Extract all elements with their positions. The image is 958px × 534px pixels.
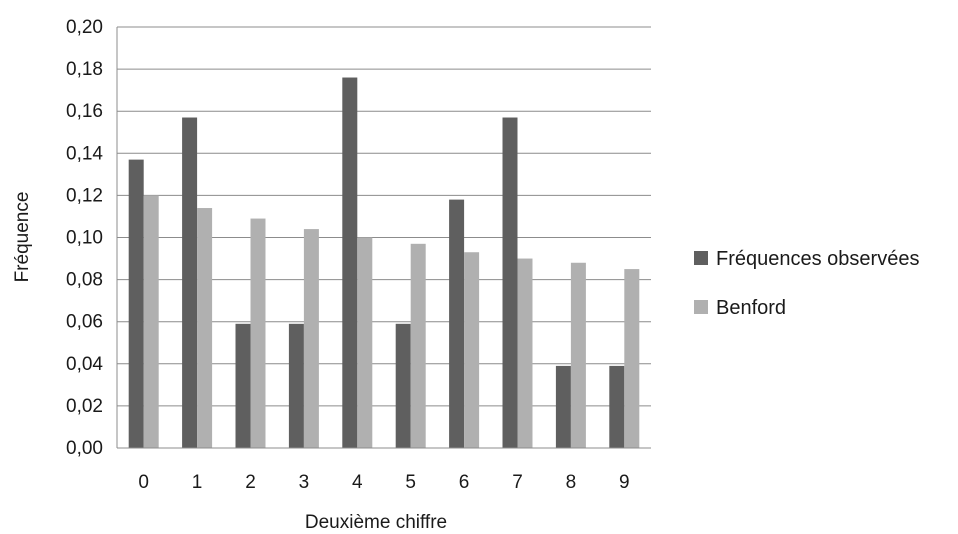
x-axis-ticks: 0 1 2 3 4 5 6 7 8 9 <box>138 472 629 493</box>
bar-benford-2 <box>250 218 266 448</box>
x-tick-label: 4 <box>352 472 363 493</box>
bar-benford-9 <box>624 269 640 448</box>
x-tick-label: 7 <box>512 472 523 493</box>
y-tick-label: 0,06 <box>66 312 103 333</box>
bar-observed-1 <box>182 117 198 448</box>
bar-observed-9 <box>609 365 625 448</box>
y-tick-label: 0,18 <box>66 59 103 80</box>
x-tick-label: 2 <box>245 472 256 493</box>
legend-label: Benford <box>716 297 786 319</box>
bar-benford-6 <box>464 252 480 448</box>
bar-observed-3 <box>288 323 304 448</box>
bar-observed-7 <box>502 117 518 448</box>
bar-observed-6 <box>449 199 465 448</box>
x-tick-label: 5 <box>405 472 416 493</box>
bar-observed-2 <box>235 323 251 448</box>
bar-benford-4 <box>357 237 373 448</box>
x-tick-label: 9 <box>619 472 630 493</box>
bar-observed-8 <box>555 365 571 448</box>
y-axis-ticks: 0,00 0,02 0,04 0,06 0,08 0,10 0,12 0,14 0,16 0,18… <box>66 17 103 459</box>
bar-benford-7 <box>517 258 533 448</box>
bar-observed-5 <box>395 323 411 448</box>
bars <box>128 77 640 449</box>
y-tick-label: 0,16 <box>66 101 103 122</box>
x-tick-label: 6 <box>459 472 470 493</box>
bar-benford-5 <box>410 243 426 448</box>
legend-swatch <box>694 251 708 265</box>
x-tick-label: 3 <box>299 472 310 493</box>
legend: Fréquences observées Benford <box>694 248 919 319</box>
x-tick-label: 1 <box>192 472 203 493</box>
y-tick-label: 0,04 <box>66 354 103 375</box>
legend-label: Fréquences observées <box>716 248 919 270</box>
bar-benford-1 <box>197 208 213 448</box>
x-tick-label: 0 <box>138 472 149 493</box>
y-tick-label: 0,14 <box>66 143 103 164</box>
y-axis-title: Fréquence <box>12 192 33 283</box>
legend-swatch <box>694 300 708 314</box>
y-tick-label: 0,08 <box>66 270 103 291</box>
bar-observed-0 <box>128 159 144 449</box>
bar-benford-8 <box>570 262 586 448</box>
y-tick-label: 0,12 <box>66 185 103 206</box>
x-axis-title: Deuxième chiffre <box>305 512 447 533</box>
y-tick-label: 0,10 <box>66 228 103 249</box>
x-tick-label: 8 <box>566 472 577 493</box>
y-tick-label: 0,02 <box>66 396 103 417</box>
bar-observed-4 <box>342 77 358 449</box>
y-tick-label: 0,00 <box>66 438 103 459</box>
bar-benford-0 <box>143 195 159 448</box>
y-tick-label: 0,20 <box>66 17 103 38</box>
bar-benford-3 <box>303 229 319 448</box>
